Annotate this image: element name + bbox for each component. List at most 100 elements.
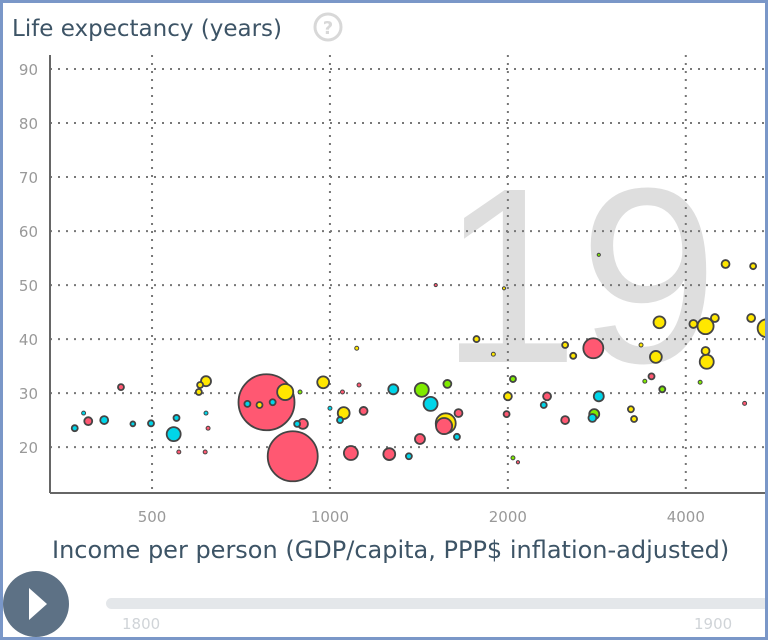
country-bubble[interactable] bbox=[490, 351, 496, 357]
y-axis-title[interactable]: Life expectancy (years) bbox=[12, 16, 282, 42]
year-watermark: 19 bbox=[440, 136, 718, 415]
country-bubble[interactable] bbox=[129, 420, 137, 428]
country-bubble[interactable] bbox=[510, 455, 516, 461]
country-bubble[interactable] bbox=[194, 388, 203, 396]
country-bubble[interactable] bbox=[515, 460, 521, 465]
country-bubble[interactable] bbox=[756, 318, 768, 339]
country-bubble[interactable] bbox=[339, 389, 345, 395]
country-bubble[interactable] bbox=[700, 346, 711, 356]
country-bubble[interactable] bbox=[165, 426, 182, 443]
country-bubble[interactable] bbox=[243, 399, 252, 408]
country-bubble[interactable] bbox=[172, 414, 181, 422]
country-bubble[interactable] bbox=[404, 452, 413, 461]
country-bubble[interactable] bbox=[255, 401, 264, 409]
country-bubble[interactable] bbox=[647, 372, 656, 381]
country-bubble[interactable] bbox=[387, 383, 400, 396]
country-bubble[interactable] bbox=[569, 351, 578, 360]
country-bubble[interactable] bbox=[502, 410, 511, 419]
country-bubble[interactable] bbox=[99, 415, 110, 425]
country-bubble[interactable] bbox=[382, 447, 397, 461]
y-tick-label: 20 bbox=[19, 439, 38, 457]
x-tick-label: 500 bbox=[138, 508, 167, 526]
country-bubble[interactable] bbox=[472, 335, 481, 343]
country-bubble[interactable] bbox=[453, 432, 461, 441]
country-bubble[interactable] bbox=[627, 405, 635, 414]
country-bubble[interactable] bbox=[422, 395, 439, 412]
country-bubble[interactable] bbox=[297, 389, 303, 395]
country-bubble[interactable] bbox=[442, 379, 453, 389]
country-bubble[interactable] bbox=[649, 350, 663, 364]
country-bubble[interactable] bbox=[413, 381, 430, 398]
country-bubble[interactable] bbox=[276, 383, 295, 401]
country-bubble[interactable] bbox=[293, 419, 302, 428]
y-tick-label: 80 bbox=[19, 115, 38, 133]
country-bubble[interactable] bbox=[749, 262, 758, 271]
country-bubble[interactable] bbox=[630, 415, 638, 423]
country-bubble[interactable] bbox=[196, 381, 205, 389]
country-bubble[interactable] bbox=[205, 425, 211, 431]
country-bubble[interactable] bbox=[697, 379, 703, 385]
country-bubble[interactable] bbox=[336, 416, 344, 424]
country-bubble[interactable] bbox=[746, 313, 757, 323]
country-bubble[interactable] bbox=[176, 449, 182, 455]
x-tick-label: 4000 bbox=[667, 508, 705, 526]
country-bubble[interactable] bbox=[316, 375, 331, 390]
country-bubble[interactable] bbox=[742, 400, 748, 406]
timeline-slider[interactable] bbox=[106, 598, 768, 609]
country-bubble[interactable] bbox=[592, 390, 605, 403]
country-bubble[interactable] bbox=[356, 382, 362, 388]
y-tick-label: 70 bbox=[19, 169, 38, 187]
y-tick-label: 90 bbox=[19, 61, 38, 79]
country-bubble[interactable] bbox=[652, 315, 667, 330]
x-axis-title[interactable]: Income per person (GDP/capita, PPP$ infl… bbox=[52, 536, 729, 564]
country-bubble[interactable] bbox=[596, 252, 601, 257]
timeline-label-1800: 1800 bbox=[122, 615, 160, 633]
y-tick-label: 60 bbox=[19, 223, 38, 241]
country-bubble[interactable] bbox=[638, 342, 644, 348]
country-bubble[interactable] bbox=[642, 378, 648, 384]
svg-text:?: ? bbox=[323, 18, 333, 39]
country-bubble[interactable] bbox=[720, 259, 731, 269]
country-bubble[interactable] bbox=[266, 430, 319, 483]
country-bubble[interactable] bbox=[203, 410, 209, 416]
country-bubble[interactable] bbox=[202, 449, 208, 455]
country-bubble[interactable] bbox=[710, 313, 720, 323]
question-circle-icon[interactable]: ? bbox=[313, 12, 343, 42]
country-bubble[interactable] bbox=[539, 401, 548, 409]
country-bubble[interactable] bbox=[561, 341, 570, 349]
timeline-label-1900: 1900 bbox=[694, 615, 732, 633]
country-bubble[interactable] bbox=[117, 383, 125, 392]
country-bubble[interactable] bbox=[414, 433, 426, 445]
country-bubble[interactable] bbox=[433, 282, 438, 288]
country-bubble[interactable] bbox=[354, 345, 360, 351]
country-bubble[interactable] bbox=[509, 375, 517, 383]
country-bubble[interactable] bbox=[587, 413, 598, 423]
y-tick-label: 30 bbox=[19, 385, 38, 403]
country-bubble[interactable] bbox=[698, 353, 715, 370]
country-bubble[interactable] bbox=[503, 391, 513, 402]
x-tick-label: 1000 bbox=[311, 508, 349, 526]
country-bubble[interactable] bbox=[327, 405, 333, 411]
country-bubble[interactable] bbox=[453, 408, 464, 418]
country-bubble[interactable] bbox=[342, 445, 359, 461]
y-tick-label: 40 bbox=[19, 331, 38, 349]
country-bubble[interactable] bbox=[688, 319, 699, 329]
y-tick-label: 50 bbox=[19, 277, 38, 295]
x-tick-label: 2000 bbox=[489, 508, 527, 526]
play-icon bbox=[29, 588, 47, 620]
country-bubble[interactable] bbox=[501, 286, 507, 291]
country-bubble[interactable] bbox=[83, 416, 94, 427]
country-bubble[interactable] bbox=[542, 391, 552, 402]
country-bubble[interactable] bbox=[435, 417, 454, 435]
country-bubble[interactable] bbox=[582, 337, 605, 360]
country-bubble[interactable] bbox=[147, 419, 155, 428]
country-bubble[interactable] bbox=[560, 415, 571, 425]
play-button[interactable] bbox=[3, 571, 69, 637]
country-bubble[interactable] bbox=[358, 406, 369, 416]
country-bubble[interactable] bbox=[268, 398, 277, 407]
country-bubble[interactable] bbox=[70, 424, 79, 433]
country-bubble[interactable] bbox=[658, 385, 667, 394]
country-bubble[interactable] bbox=[81, 410, 87, 416]
